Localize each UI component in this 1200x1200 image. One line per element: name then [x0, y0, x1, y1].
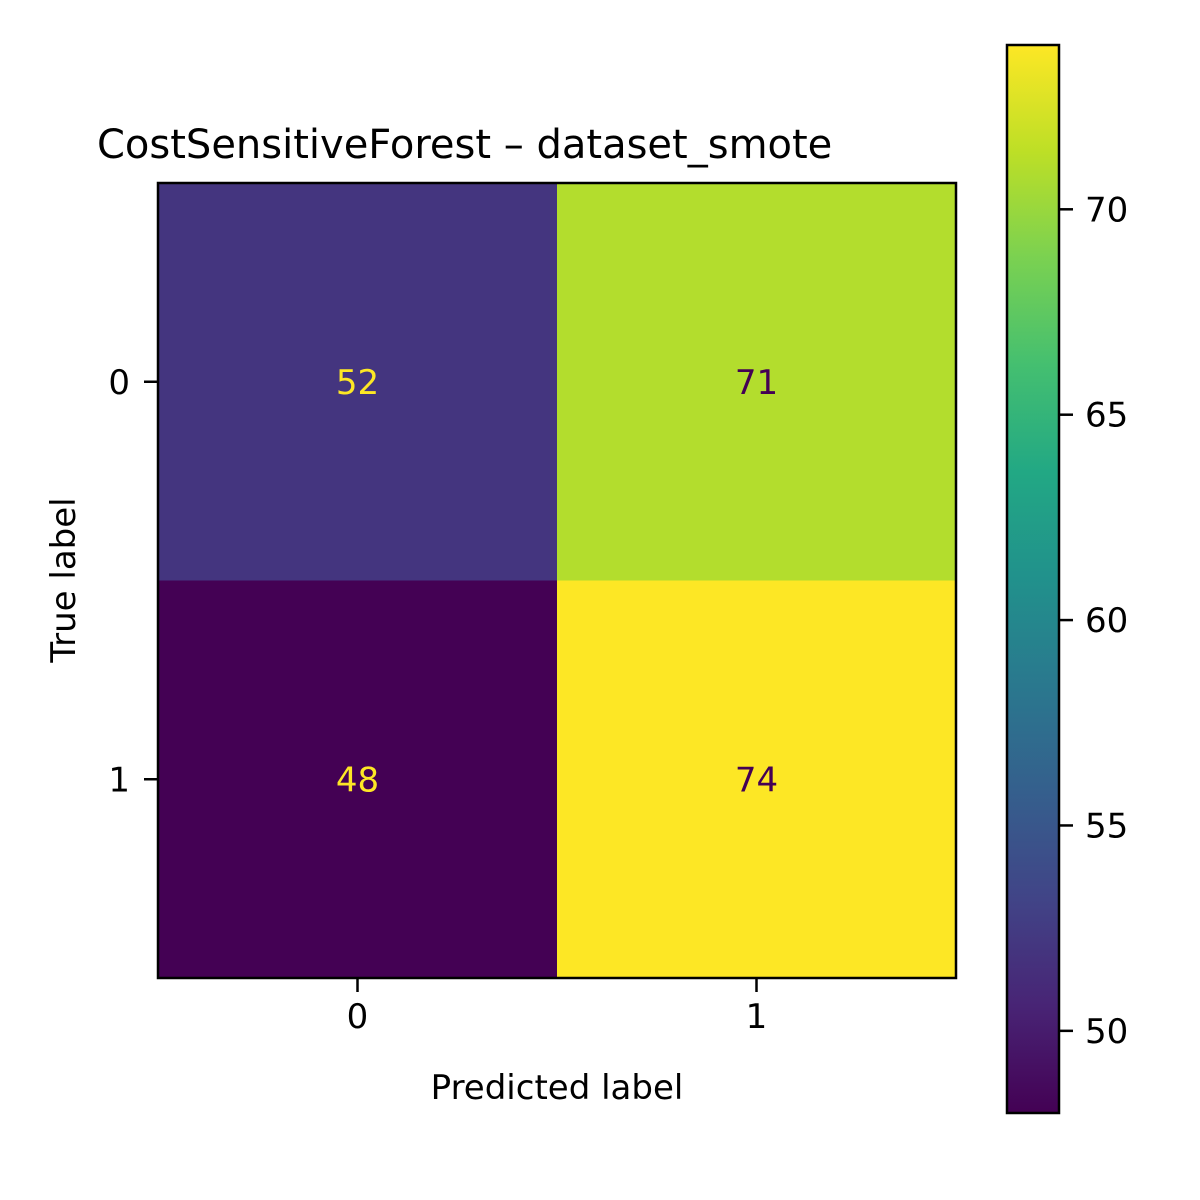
- cell-value: 52: [336, 363, 379, 403]
- x-tick-label: 0: [347, 997, 369, 1037]
- cell-value: 48: [336, 760, 379, 800]
- colorbar-tick-label: 65: [1085, 396, 1128, 436]
- x-axis-label: Predicted label: [431, 1068, 684, 1108]
- colorbar-ticks: 50 55 60 65 70: [1059, 190, 1128, 1052]
- colorbar-frame: [1005, 43, 1061, 1115]
- colorbar-tick-label: 60: [1085, 601, 1128, 641]
- y-axis-label: True label: [44, 497, 84, 663]
- heatmap-cell: [158, 580, 558, 979]
- heatmap-cell: [158, 183, 558, 581]
- cell-value-labels: 52 71 48 74: [336, 363, 778, 801]
- colorbar-tick-label: 55: [1085, 806, 1128, 846]
- colorbar: 50 55 60 65 70: [1000, 40, 1128, 1120]
- cell-value: 74: [735, 760, 778, 800]
- y-tick-label: 1: [108, 760, 130, 800]
- y-tick-label: 0: [108, 363, 130, 403]
- y-axis-ticks: 01: [108, 363, 158, 800]
- x-tick-label: 1: [746, 997, 768, 1037]
- heatmap-cell: [557, 580, 957, 979]
- heatmap-cells: [158, 183, 957, 979]
- colorbar-tick-label: 70: [1085, 190, 1128, 230]
- colorbar-tick-label: 50: [1085, 1012, 1128, 1052]
- axes-frame: [156, 181, 958, 980]
- cell-value: 71: [735, 363, 778, 403]
- colorbar-gradient: [1007, 45, 1059, 1113]
- heatmap-cell: [557, 183, 957, 581]
- chart-title: CostSensitiveForest – dataset_smote: [97, 122, 832, 168]
